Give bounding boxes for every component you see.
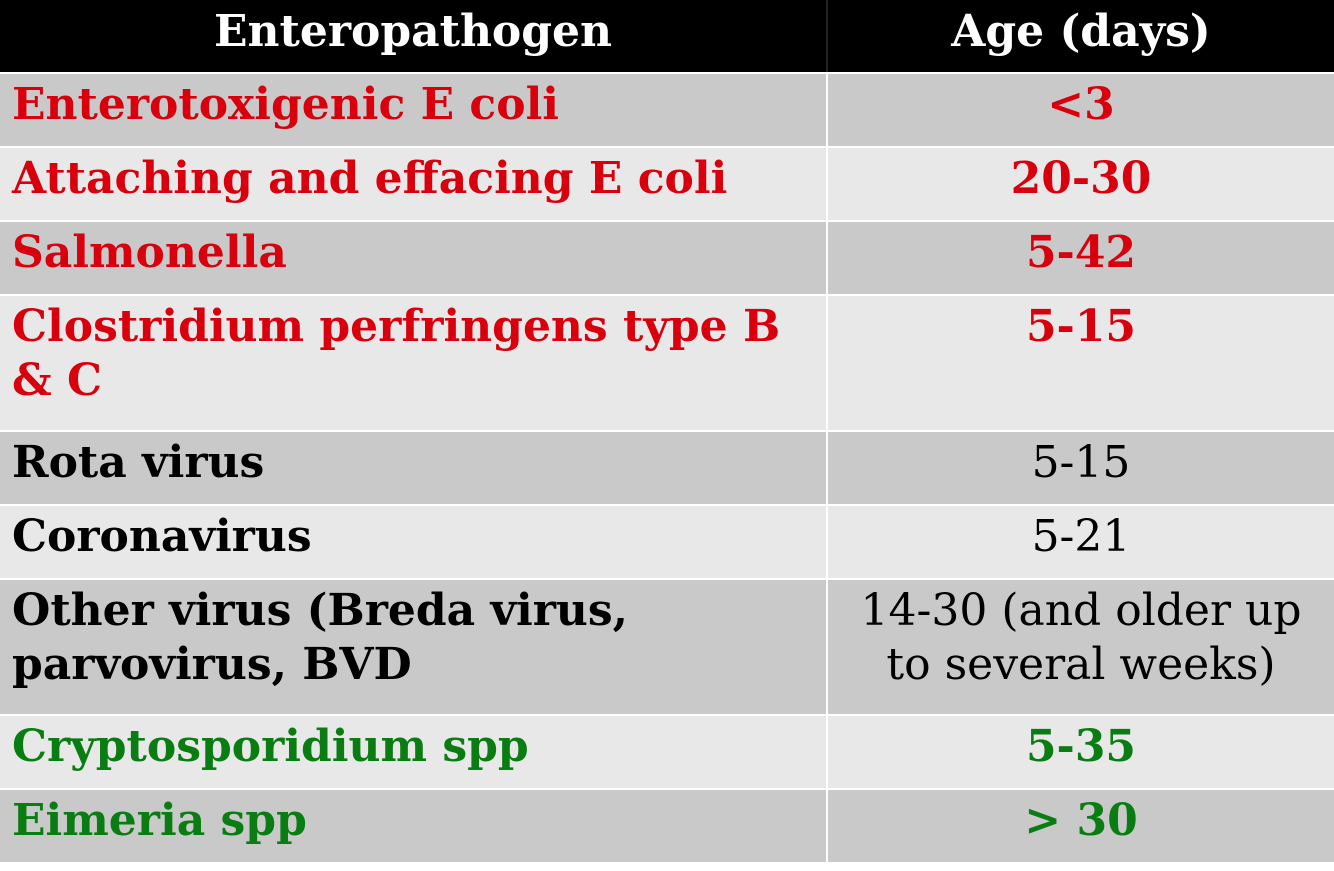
pathogen-cell: Salmonella (0, 222, 828, 294)
pathogen-cell: Clostridium perfringens type B & C (0, 296, 828, 430)
table-header-row: Enteropathogen Age (days) (0, 0, 1334, 74)
table-row: Salmonella 5-42 (0, 222, 1334, 296)
table-row: Cryptosporidium spp 5-35 (0, 716, 1334, 790)
header-age-days: Age (days) (951, 6, 1211, 57)
age-cell: > 30 (1024, 795, 1138, 846)
pathogen-cell: Cryptosporidium spp (0, 716, 828, 788)
age-cell: 20-30 (1010, 153, 1152, 204)
pathogen-cell: Other virus (Breda virus, parvovirus, BV… (0, 580, 828, 714)
pathogen-cell: Attaching and effacing E coli (0, 148, 828, 220)
table-row: Rota virus 5-15 (0, 432, 1334, 506)
table-row: Eimeria spp > 30 (0, 790, 1334, 864)
pathogen-cell: Eimeria spp (0, 790, 828, 862)
age-cell: <3 (1047, 79, 1115, 130)
table-row: Coronavirus 5-21 (0, 506, 1334, 580)
table-row: Enterotoxigenic E coli <3 (0, 74, 1334, 148)
age-cell: 5-15 (1031, 437, 1131, 488)
pathogen-cell: Rota virus (0, 432, 828, 504)
age-cell: 5-15 (1025, 301, 1137, 352)
age-cell: 5-42 (1025, 227, 1137, 278)
pathogen-cell: Enterotoxigenic E coli (0, 74, 828, 146)
age-cell: 5-35 (1025, 721, 1137, 772)
table-row: Attaching and effacing E coli 20-30 (0, 148, 1334, 222)
table-row: Other virus (Breda virus, parvovirus, BV… (0, 580, 1334, 716)
header-enteropathogen: Enteropathogen (0, 0, 828, 72)
pathogen-cell: Coronavirus (0, 506, 828, 578)
age-cell: 5-21 (1031, 511, 1131, 562)
table-row: Clostridium perfringens type B & C 5-15 (0, 296, 1334, 432)
age-cell: 14-30 (and older up to several weeks) (860, 585, 1302, 690)
